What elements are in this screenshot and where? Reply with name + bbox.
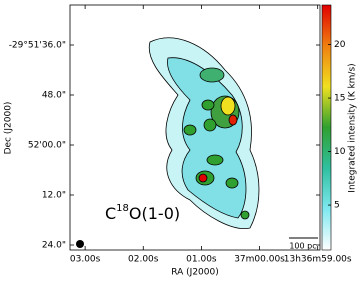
x-tick-label: 02.00s <box>128 255 159 265</box>
x-tick-label: 37m00.00s <box>234 255 285 265</box>
x-tick-label: 13h36m59.00s <box>284 255 352 265</box>
map-title: C18O(1-0) <box>105 203 180 223</box>
title-part: 18 <box>116 203 129 214</box>
y-tick-label: -29°51'36.0" <box>9 41 66 51</box>
y-tick-label: 52'00.0" <box>28 141 66 151</box>
colorbar-tick-label: 5 <box>334 201 340 211</box>
x-tick-label: 03.00s <box>70 255 101 265</box>
colorbar-label: Integrated intensity (K km/s) <box>348 63 358 192</box>
x-axis-label: RA (J2000) <box>171 268 219 278</box>
y-tick-label: 24.0" <box>42 241 66 251</box>
colorbar-tick-label: 15 <box>334 94 345 104</box>
y-axis-label: Dec (J2000) <box>4 102 14 155</box>
colorbar <box>321 4 332 251</box>
y-tick-label: 12.0" <box>42 191 66 201</box>
plot-frame <box>69 4 321 251</box>
map <box>76 37 318 248</box>
title-part: O(1-0) <box>129 204 180 223</box>
x-tick-label: 01.00s <box>186 255 217 265</box>
colorbar-tick-label: 20 <box>334 40 346 50</box>
colorbar-tick-label: 10 <box>334 147 346 157</box>
y-tick-label: 48.0" <box>42 91 66 101</box>
title-part: C <box>105 204 116 223</box>
scale-bar-label: 100 pc <box>289 242 316 251</box>
